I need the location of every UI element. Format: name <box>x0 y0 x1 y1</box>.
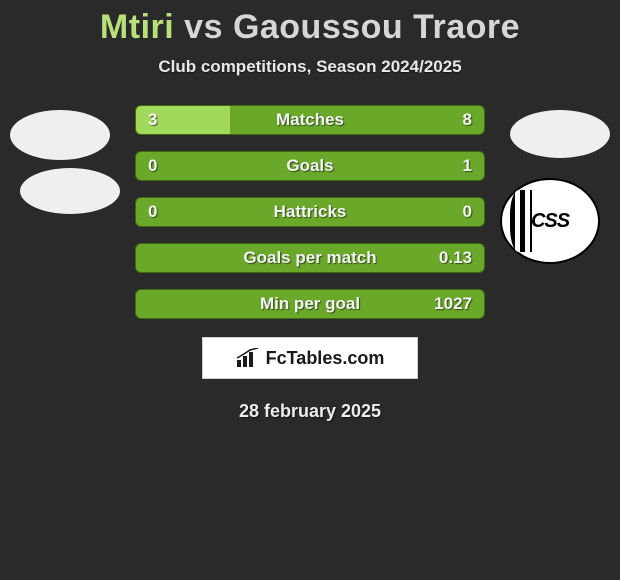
player2-club-crest-1 <box>510 110 610 158</box>
player2-club-crest-2: CSS <box>500 178 600 264</box>
stat-bar: 0 Goals 1 <box>135 151 485 181</box>
stat-label: Hattricks <box>136 198 484 226</box>
stat-right-value: 1027 <box>434 290 472 318</box>
stat-label: Goals per match <box>136 244 484 272</box>
page-title: Mtiri vs Gaoussou Traore <box>0 8 620 47</box>
stat-right-value: 0 <box>463 198 472 226</box>
brand-watermark: FcTables.com <box>202 337 418 379</box>
player1-club-crest-2 <box>20 168 120 214</box>
stat-bar: Min per goal 1027 <box>135 289 485 319</box>
stat-bar: 0 Hattricks 0 <box>135 197 485 227</box>
stat-label: Goals <box>136 152 484 180</box>
player1-club-crest-1 <box>10 110 110 160</box>
stat-bar: 3 Matches 8 <box>135 105 485 135</box>
title-player2: Gaoussou Traore <box>233 8 520 46</box>
stat-label: Matches <box>136 106 484 134</box>
brand-text: FcTables.com <box>266 348 385 369</box>
generation-date: 28 february 2025 <box>0 401 620 422</box>
crest-stripes <box>510 190 532 252</box>
crest-text: CSS <box>531 210 569 233</box>
stat-bar: Goals per match 0.13 <box>135 243 485 273</box>
stat-right-value: 0.13 <box>439 244 472 272</box>
stat-right-value: 1 <box>463 152 472 180</box>
title-vs: vs <box>184 8 223 46</box>
bar-chart-icon <box>236 348 260 368</box>
stat-label: Min per goal <box>136 290 484 318</box>
title-player1: Mtiri <box>100 8 174 46</box>
stat-right-value: 8 <box>463 106 472 134</box>
subtitle: Club competitions, Season 2024/2025 <box>0 57 620 77</box>
stat-bars: 3 Matches 8 0 Goals 1 0 Hattricks 0 Goal… <box>135 105 485 319</box>
